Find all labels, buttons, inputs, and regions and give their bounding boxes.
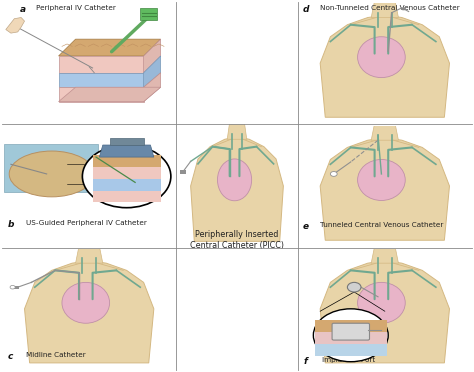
Polygon shape xyxy=(59,87,144,102)
Polygon shape xyxy=(191,137,283,241)
Polygon shape xyxy=(59,39,161,56)
Bar xyxy=(315,332,386,344)
Text: a: a xyxy=(19,6,26,15)
Polygon shape xyxy=(320,15,449,117)
Circle shape xyxy=(330,171,337,176)
FancyBboxPatch shape xyxy=(332,323,370,340)
Text: d: d xyxy=(303,6,310,15)
Bar xyxy=(315,344,386,356)
Circle shape xyxy=(10,285,15,289)
Ellipse shape xyxy=(401,8,406,10)
Bar xyxy=(13,286,19,289)
Ellipse shape xyxy=(357,160,405,201)
Polygon shape xyxy=(320,138,449,240)
Polygon shape xyxy=(371,246,399,263)
Text: Implanted Port: Implanted Port xyxy=(322,357,375,363)
Polygon shape xyxy=(59,87,161,102)
Bar xyxy=(315,320,386,332)
Text: c: c xyxy=(8,352,13,361)
Polygon shape xyxy=(140,8,157,20)
Bar xyxy=(92,167,161,179)
Text: Peripherally Inserted
Central Catheter (PICC): Peripherally Inserted Central Catheter (… xyxy=(190,230,284,250)
Text: f: f xyxy=(303,357,307,366)
Ellipse shape xyxy=(218,159,252,201)
Circle shape xyxy=(347,282,361,292)
Polygon shape xyxy=(75,246,103,263)
Ellipse shape xyxy=(9,151,94,197)
Polygon shape xyxy=(371,123,399,140)
Text: Midline Catheter: Midline Catheter xyxy=(26,352,86,358)
Bar xyxy=(109,138,144,145)
Polygon shape xyxy=(144,39,161,73)
Polygon shape xyxy=(59,73,144,87)
Polygon shape xyxy=(320,261,449,363)
Text: Tunneled Central Venous Catheter: Tunneled Central Venous Catheter xyxy=(320,222,444,228)
Ellipse shape xyxy=(62,282,109,323)
Polygon shape xyxy=(144,56,161,87)
Bar xyxy=(92,155,161,167)
Bar xyxy=(180,170,186,174)
Text: b: b xyxy=(8,220,14,229)
Text: Peripheral IV Catheter: Peripheral IV Catheter xyxy=(36,6,116,12)
Text: Non-Tunneled Central Venous Catheter: Non-Tunneled Central Venous Catheter xyxy=(320,6,460,12)
Bar xyxy=(92,179,161,191)
Bar xyxy=(92,191,161,202)
Polygon shape xyxy=(25,261,154,363)
Polygon shape xyxy=(6,17,25,33)
Circle shape xyxy=(313,309,388,362)
Text: US-Guided Peripheral IV Catheter: US-Guided Peripheral IV Catheter xyxy=(26,220,147,226)
Polygon shape xyxy=(100,145,154,157)
Polygon shape xyxy=(4,144,98,192)
Polygon shape xyxy=(227,122,247,139)
Polygon shape xyxy=(371,1,399,17)
Polygon shape xyxy=(144,73,161,102)
Circle shape xyxy=(82,145,171,208)
Ellipse shape xyxy=(357,37,405,78)
Text: e: e xyxy=(303,222,309,231)
Polygon shape xyxy=(59,56,144,73)
Ellipse shape xyxy=(357,282,405,323)
